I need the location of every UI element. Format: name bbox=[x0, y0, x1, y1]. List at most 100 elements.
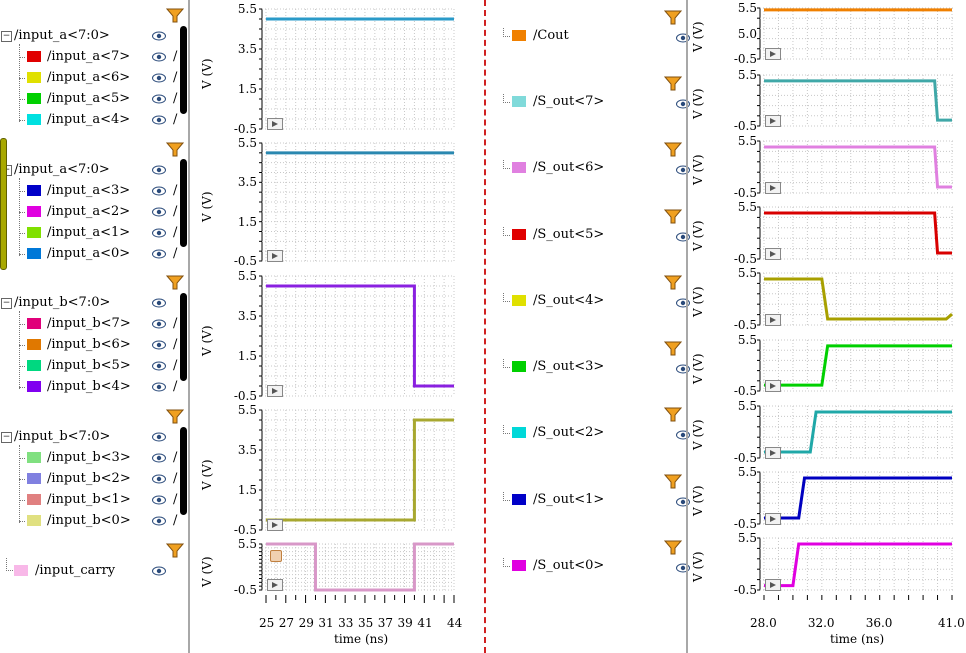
visibility-eye-icon[interactable] bbox=[152, 185, 166, 199]
lane-scroll-handle[interactable] bbox=[180, 427, 187, 515]
play-icon[interactable] bbox=[267, 579, 283, 591]
bus-label[interactable]: /input_a<7:0> bbox=[14, 28, 110, 43]
left-panel-divider[interactable] bbox=[188, 0, 190, 653]
group-filter-icon[interactable] bbox=[165, 8, 185, 23]
y-tick-label: -0.5 bbox=[733, 318, 757, 332]
y-tick-label: 5.5 bbox=[737, 1, 757, 15]
play-icon[interactable] bbox=[765, 380, 781, 392]
visibility-eye-icon[interactable] bbox=[152, 452, 166, 466]
signal-label[interactable]: /S_out<5> bbox=[533, 227, 605, 242]
collapse-toggle-icon[interactable]: − bbox=[1, 31, 12, 42]
vertical-scrollbar[interactable] bbox=[0, 138, 7, 270]
signal-label[interactable]: /input_b<5> bbox=[47, 358, 131, 373]
play-icon[interactable] bbox=[765, 182, 781, 194]
visibility-eye-icon[interactable] bbox=[152, 114, 166, 128]
play-icon[interactable] bbox=[267, 118, 283, 130]
y-axis-label: V (V) bbox=[691, 154, 705, 185]
signal-label[interactable]: /input_b<3> bbox=[47, 450, 131, 465]
signal-label[interactable]: /input_a<2> bbox=[47, 204, 131, 219]
bus-label[interactable]: /input_b<7:0> bbox=[14, 295, 111, 310]
signal-label[interactable]: /S_out<2> bbox=[533, 425, 605, 440]
play-icon[interactable] bbox=[765, 447, 781, 459]
lane-filter-icon[interactable] bbox=[663, 10, 683, 25]
lane-filter-icon[interactable] bbox=[663, 275, 683, 290]
visibility-eye-icon[interactable] bbox=[152, 431, 166, 445]
signal-label[interactable]: /S_out<4> bbox=[533, 293, 605, 308]
play-icon[interactable] bbox=[765, 115, 781, 127]
lane-filter-icon[interactable] bbox=[663, 474, 683, 489]
tree-connector bbox=[19, 210, 25, 213]
play-icon[interactable] bbox=[765, 579, 781, 591]
signal-label[interactable]: /input_a<0> bbox=[47, 246, 131, 261]
signal-label[interactable]: /S_out<3> bbox=[533, 359, 605, 374]
signal-label[interactable]: /S_out<7> bbox=[533, 94, 605, 109]
visibility-eye-icon[interactable] bbox=[152, 318, 166, 332]
play-icon[interactable] bbox=[765, 314, 781, 326]
signal-label[interactable]: /input_a<3> bbox=[47, 183, 131, 198]
x-tick-label: 36.0 bbox=[865, 616, 893, 630]
signal-label[interactable]: /input_a<4> bbox=[47, 112, 131, 127]
play-icon[interactable] bbox=[765, 48, 781, 60]
lane-scroll-handle[interactable] bbox=[180, 159, 187, 247]
lane-scroll-handle[interactable] bbox=[180, 26, 187, 114]
play-icon[interactable] bbox=[267, 385, 283, 397]
right-panel-divider[interactable] bbox=[686, 0, 688, 653]
lane-filter-icon[interactable] bbox=[663, 76, 683, 91]
visibility-eye-icon[interactable] bbox=[152, 248, 166, 262]
signal-label[interactable]: /input_b<0> bbox=[47, 513, 131, 528]
bus-label[interactable]: /input_b<7:0> bbox=[14, 429, 111, 444]
visibility-eye-icon[interactable] bbox=[152, 51, 166, 65]
group-filter-icon[interactable] bbox=[165, 142, 185, 157]
signal-label[interactable]: /input_a<5> bbox=[47, 91, 131, 106]
visibility-eye-icon[interactable] bbox=[152, 473, 166, 487]
signal-label[interactable]: /input_b<7> bbox=[47, 316, 131, 331]
signal-label[interactable]: /Cout bbox=[533, 28, 569, 43]
collapse-toggle-icon[interactable]: − bbox=[1, 298, 12, 309]
visibility-eye-icon[interactable] bbox=[152, 494, 166, 508]
pane-separator[interactable] bbox=[484, 0, 486, 653]
signal-slash: / bbox=[173, 513, 178, 528]
lane-filter-icon[interactable] bbox=[663, 407, 683, 422]
signal-label[interactable]: /S_out<6> bbox=[533, 160, 605, 175]
visibility-eye-icon[interactable] bbox=[152, 227, 166, 241]
x-tick-label: 33 bbox=[338, 616, 354, 630]
play-icon[interactable] bbox=[267, 519, 283, 531]
lane-filter-icon[interactable] bbox=[663, 142, 683, 157]
signal-label[interactable]: /input_b<1> bbox=[47, 492, 131, 507]
signal-label[interactable]: /S_out<0> bbox=[533, 558, 605, 573]
group-filter-icon[interactable] bbox=[165, 275, 185, 290]
visibility-eye-icon[interactable] bbox=[152, 93, 166, 107]
visibility-eye-icon[interactable] bbox=[152, 565, 166, 579]
play-icon[interactable] bbox=[267, 250, 283, 262]
lock-icon[interactable] bbox=[270, 550, 282, 562]
collapse-toggle-icon[interactable]: − bbox=[1, 432, 12, 443]
visibility-eye-icon[interactable] bbox=[152, 30, 166, 44]
signal-label[interactable]: /input_a<6> bbox=[47, 70, 131, 85]
lane-filter-icon[interactable] bbox=[663, 341, 683, 356]
play-icon[interactable] bbox=[765, 513, 781, 525]
visibility-eye-icon[interactable] bbox=[152, 164, 166, 178]
signal-label[interactable]: /input_b<2> bbox=[47, 471, 131, 486]
visibility-eye-icon[interactable] bbox=[152, 339, 166, 353]
bus-label[interactable]: /input_a<7:0> bbox=[14, 162, 110, 177]
lane-filter-icon[interactable] bbox=[663, 209, 683, 224]
visibility-eye-icon[interactable] bbox=[152, 381, 166, 395]
visibility-eye-icon[interactable] bbox=[152, 515, 166, 529]
signal-label[interactable]: /input_a<7> bbox=[47, 49, 131, 64]
signal-label[interactable]: /S_out<1> bbox=[533, 492, 605, 507]
signal-label[interactable]: /input_a<1> bbox=[47, 225, 131, 240]
visibility-eye-icon[interactable] bbox=[152, 360, 166, 374]
y-tick-label: 5.5 bbox=[237, 537, 257, 551]
signal-label[interactable]: /input_b<4> bbox=[47, 379, 131, 394]
play-icon[interactable] bbox=[765, 248, 781, 260]
lane-scroll-handle[interactable] bbox=[180, 293, 187, 381]
visibility-eye-icon[interactable] bbox=[152, 206, 166, 220]
group-filter-icon[interactable] bbox=[165, 543, 185, 558]
signal-label[interactable]: /input_carry bbox=[35, 563, 116, 578]
visibility-eye-icon[interactable] bbox=[152, 72, 166, 86]
visibility-eye-icon[interactable] bbox=[152, 297, 166, 311]
group-filter-icon[interactable] bbox=[165, 409, 185, 424]
signal-label[interactable]: /input_b<6> bbox=[47, 337, 131, 352]
lane-filter-icon[interactable] bbox=[663, 540, 683, 555]
